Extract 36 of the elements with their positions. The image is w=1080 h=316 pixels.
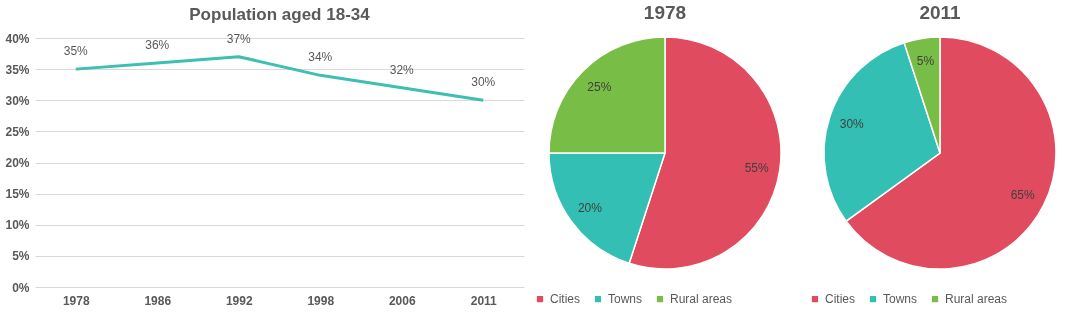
data-label: 32%	[389, 62, 415, 77]
legend-label: Towns	[883, 292, 918, 307]
x-tick-label: 1992	[225, 293, 253, 308]
y-tick-label: 35%	[5, 62, 30, 77]
y-tick-label: 0%	[12, 280, 30, 295]
y-tick-label: 15%	[5, 187, 30, 202]
data-label: 36%	[145, 37, 170, 52]
legend-label: Cities	[550, 292, 581, 307]
y-tick-label: 25%	[5, 124, 30, 139]
chart-title: 1978	[643, 2, 687, 23]
x-tick-label: 1978	[62, 293, 90, 308]
data-label: 5%	[916, 54, 935, 69]
x-tick-label: 2006	[388, 293, 416, 308]
legend-label: Cities	[825, 292, 856, 307]
legend-label: Rural areas	[945, 292, 1008, 307]
legend-label: Towns	[608, 292, 643, 307]
data-label: 35%	[63, 44, 89, 59]
data-label: 65%	[1010, 188, 1036, 203]
y-tick-label: 5%	[12, 249, 30, 264]
data-label: 30%	[839, 117, 865, 132]
data-label: 25%	[587, 80, 612, 95]
data-label: 30%	[471, 75, 496, 90]
legend-label: Rural areas	[670, 292, 733, 307]
x-tick-label: 1998	[307, 293, 335, 308]
data-label: 37%	[226, 31, 252, 46]
y-tick-label: 10%	[5, 218, 30, 233]
x-tick-label: 1986	[144, 293, 172, 308]
chart-title: 2011	[919, 2, 962, 23]
y-tick-label: 40%	[5, 31, 30, 46]
x-tick-label: 2011	[470, 293, 498, 308]
data-label: 55%	[744, 160, 769, 175]
y-tick-label: 30%	[5, 93, 30, 108]
data-label: 20%	[577, 200, 603, 215]
y-tick-label: 20%	[5, 156, 30, 170]
chart-title: Population aged 18-34	[189, 5, 371, 24]
data-label: 34%	[308, 50, 333, 65]
